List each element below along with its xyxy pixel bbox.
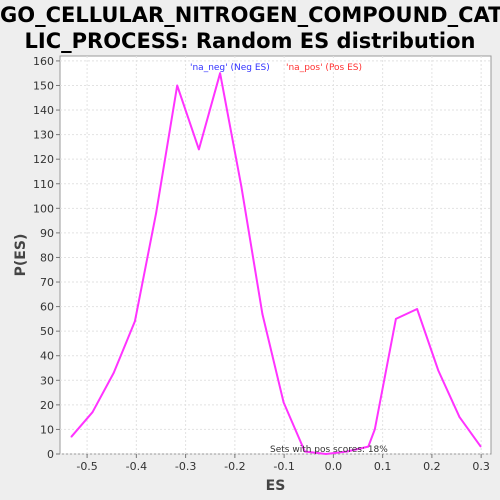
y-tick-label: 50: [40, 325, 54, 338]
data-point: [437, 369, 440, 372]
x-tick-label: -0.2: [224, 460, 245, 473]
y-tick-label: 120: [33, 153, 54, 166]
y-tick-label: 60: [40, 301, 54, 314]
data-point: [395, 318, 397, 320]
data-point: [176, 84, 179, 87]
plot-area: [59, 55, 492, 455]
x-tick-label: -0.1: [273, 460, 294, 473]
pos-scores-annotation: Sets with pos scores: 18%: [270, 445, 388, 455]
y-tick-label: 100: [33, 202, 54, 215]
x-tick-label: -0.3: [175, 460, 196, 473]
data-point: [367, 445, 370, 448]
data-point: [261, 313, 264, 315]
y-axis-ticks: 0 10 20 30 40 50 60 70 80 90 100 110 120 130 140 150 160: [33, 55, 60, 461]
data-point: [282, 401, 285, 404]
data-point: [416, 308, 418, 310]
y-tick-label: 150: [33, 79, 54, 92]
chart-title: GO_CELLULAR_NITROGEN_COMPOUND_CATABO LIC…: [0, 2, 500, 54]
y-tick-label: 0: [47, 448, 54, 461]
data-point: [198, 148, 200, 151]
data-point: [458, 416, 461, 418]
data-point: [479, 445, 482, 448]
data-point: [155, 212, 157, 215]
y-tick-label: 130: [33, 129, 54, 142]
y-tick-label: 110: [33, 178, 54, 191]
data-point: [112, 372, 115, 374]
y-tick-label: 70: [40, 276, 54, 289]
chart-title-line-2: LIC_PROCESS: Random ES distribution: [24, 29, 476, 53]
x-axis-ticks: -0.5 -0.4 -0.3 -0.2 -0.1 0.0 0.1 0.2 0.3: [76, 454, 490, 473]
data-point: [219, 72, 221, 74]
x-tick-label: 0.0: [325, 460, 343, 473]
y-tick-label: 140: [33, 104, 54, 117]
data-point: [70, 436, 73, 438]
x-tick-label: -0.5: [76, 460, 97, 473]
x-tick-label: 0.3: [472, 460, 490, 473]
data-point: [346, 450, 348, 453]
data-point: [373, 428, 376, 431]
y-tick-label: 90: [40, 227, 54, 240]
x-tick-label: 0.2: [423, 460, 441, 473]
x-tick-label: -0.4: [126, 460, 147, 473]
data-point: [325, 453, 327, 455]
y-tick-label: 30: [40, 374, 54, 387]
y-tick-label: 80: [40, 251, 54, 264]
y-tick-label: 10: [40, 423, 54, 436]
y-axis-label: P(ES): [13, 234, 29, 277]
legend-entry-pos: 'na_pos' (Pos ES): [286, 63, 362, 73]
legend-entry-neg: 'na_neg' (Neg ES): [190, 63, 270, 73]
x-axis-label: ES: [266, 478, 286, 494]
series-layer: [70, 72, 482, 455]
data-point: [134, 320, 136, 323]
x-tick-label: 0.1: [374, 460, 392, 473]
data-point: [240, 185, 243, 188]
data-point: [91, 411, 94, 414]
y-tick-label: 20: [40, 399, 54, 412]
y-tick-label: 40: [40, 350, 54, 363]
chart-title-line-1: GO_CELLULAR_NITROGEN_COMPOUND_CATABO: [0, 3, 500, 27]
data-point: [304, 450, 306, 453]
y-tick-label: 160: [33, 55, 54, 68]
